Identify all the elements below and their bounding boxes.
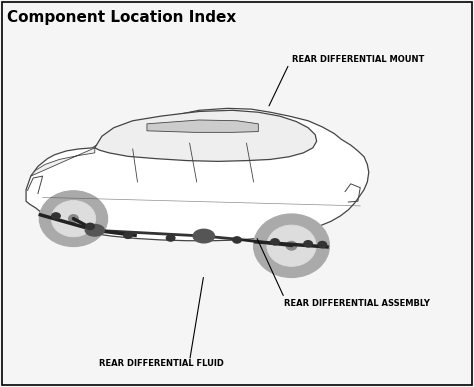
Ellipse shape (193, 229, 214, 243)
Ellipse shape (69, 215, 78, 223)
Ellipse shape (124, 232, 132, 238)
Ellipse shape (271, 239, 279, 245)
Text: Component Location Index: Component Location Index (7, 10, 237, 25)
Polygon shape (31, 148, 95, 176)
Ellipse shape (39, 191, 108, 247)
Ellipse shape (254, 214, 329, 277)
Ellipse shape (233, 237, 241, 243)
Ellipse shape (166, 235, 175, 241)
Polygon shape (26, 108, 369, 241)
Text: REAR DIFFERENTIAL MOUNT: REAR DIFFERENTIAL MOUNT (292, 55, 424, 65)
Ellipse shape (86, 223, 94, 229)
Ellipse shape (318, 241, 327, 248)
Ellipse shape (85, 224, 104, 236)
Ellipse shape (286, 241, 297, 250)
Ellipse shape (51, 200, 96, 237)
Ellipse shape (304, 241, 312, 247)
Polygon shape (95, 110, 317, 161)
Ellipse shape (267, 225, 316, 266)
Text: REAR DIFFERENTIAL ASSEMBLY: REAR DIFFERENTIAL ASSEMBLY (284, 299, 430, 308)
Ellipse shape (52, 213, 60, 219)
Polygon shape (147, 120, 258, 132)
Text: REAR DIFFERENTIAL FLUID: REAR DIFFERENTIAL FLUID (99, 359, 224, 368)
